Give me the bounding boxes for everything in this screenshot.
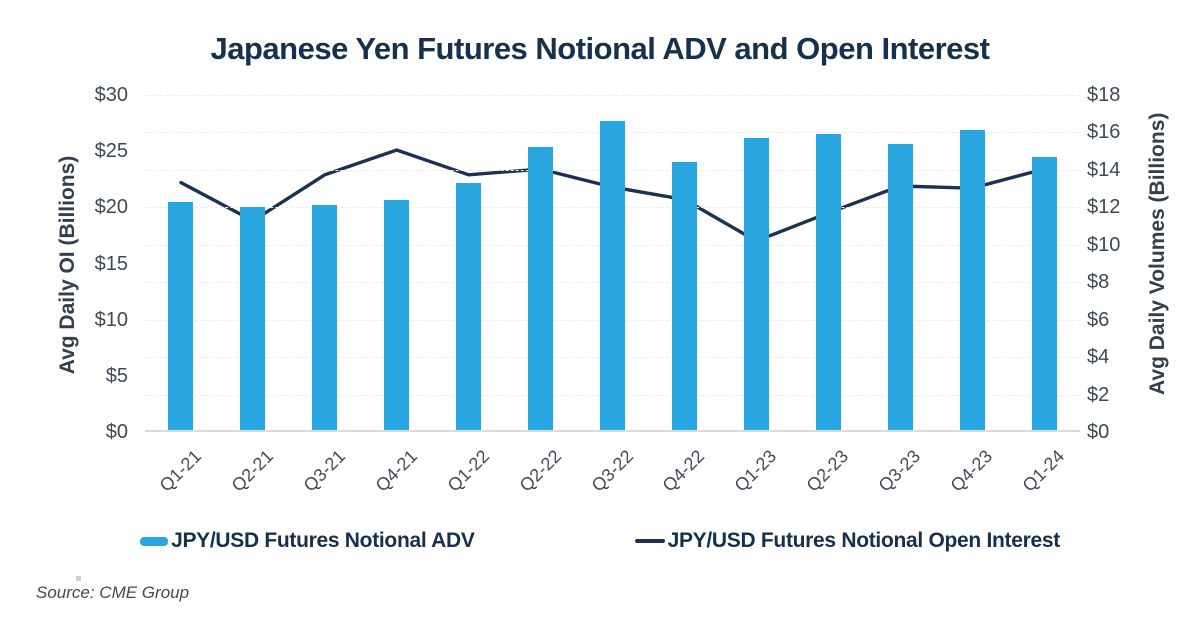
- x-tick-label-Q4-21: Q4-21: [371, 446, 421, 496]
- right-tick-label: $14: [1087, 158, 1121, 181]
- bar-Q2-21: [240, 207, 266, 430]
- x-tick-label-Q2-21: Q2-21: [227, 446, 278, 496]
- bar-Q1-22: [456, 182, 482, 430]
- right-tick-label: $16: [1087, 121, 1121, 144]
- plot-area: [145, 95, 1080, 432]
- x-tick-label-Q2-23: Q2-23: [802, 446, 853, 496]
- x-tick-label-Q1-24: Q1-24: [1018, 446, 1069, 496]
- x-tick-label-Q1-23: Q1-23: [730, 446, 781, 496]
- bar-Q4-21: [384, 199, 410, 430]
- right-tick-label: $2: [1087, 383, 1110, 406]
- right-tick-label: $10: [1087, 233, 1121, 256]
- oi-line-swatch-icon: [634, 539, 665, 543]
- left-tick-label: $20: [94, 196, 128, 219]
- gridline: [145, 95, 1080, 96]
- right-tick-label: $12: [1087, 196, 1121, 219]
- legend-item-adv: JPY/USD Futures Notional ADV: [140, 529, 475, 553]
- x-tick-label-Q3-23: Q3-23: [874, 446, 925, 496]
- bar-Q2-23: [815, 134, 841, 430]
- bar-Q2-22: [528, 147, 554, 430]
- left-tick-label: $30: [94, 84, 128, 106]
- right-tick-label: $4: [1087, 346, 1110, 369]
- left-tick-label: $5: [105, 364, 128, 387]
- bar-Q4-23: [959, 130, 985, 430]
- x-tick-label-Q3-22: Q3-22: [587, 446, 637, 496]
- right-tick-label: $8: [1087, 271, 1110, 294]
- bar-Q3-22: [600, 121, 625, 430]
- bar-Q3-21: [312, 205, 338, 430]
- bar-Q3-23: [887, 143, 913, 430]
- x-tick-label-Q2-22: Q2-22: [515, 446, 565, 496]
- legend-item-oi: JPY/USD Futures Notional Open Interest: [634, 529, 1061, 553]
- legend-label-adv: JPY/USD Futures Notional ADV: [171, 529, 475, 552]
- right-axis-title: Avg Daily Volumes (Billions): [1146, 112, 1169, 395]
- left-axis-title: Avg Daily OI (Billions): [56, 155, 79, 375]
- adv-bar-swatch-icon: [140, 536, 169, 546]
- bar-Q1-23: [743, 137, 769, 430]
- x-tick-label-Q4-22: Q4-22: [659, 446, 709, 496]
- x-tick-label-Q1-22: Q1-22: [443, 446, 493, 496]
- bar-Q1-24: [1031, 156, 1057, 430]
- left-tick-label: $25: [94, 140, 128, 163]
- source-note: Source: CME Group: [36, 583, 190, 602]
- x-tick-label-Q4-23: Q4-23: [946, 446, 997, 496]
- bar-Q1-21: [168, 201, 194, 430]
- chart-title: Japanese Yen Futures Notional ADV and Op…: [210, 31, 990, 66]
- bar-Q4-22: [671, 162, 697, 430]
- legend: JPY/USD Futures Notional ADV JPY/USD Fut…: [0, 529, 1200, 553]
- legend-label-oi: JPY/USD Futures Notional Open Interest: [667, 529, 1061, 552]
- left-tick-label: $10: [94, 308, 128, 331]
- source-marker-square: [76, 576, 81, 581]
- right-tick-label: $0: [1087, 421, 1110, 443]
- right-tick-label: $6: [1087, 308, 1110, 331]
- x-tick-label-Q1-21: Q1-21: [155, 446, 206, 496]
- right-tick-label: $18: [1087, 84, 1121, 106]
- left-tick-label: $15: [94, 252, 128, 275]
- x-tick-label-Q3-21: Q3-21: [299, 446, 349, 496]
- left-tick-label: $0: [105, 421, 128, 443]
